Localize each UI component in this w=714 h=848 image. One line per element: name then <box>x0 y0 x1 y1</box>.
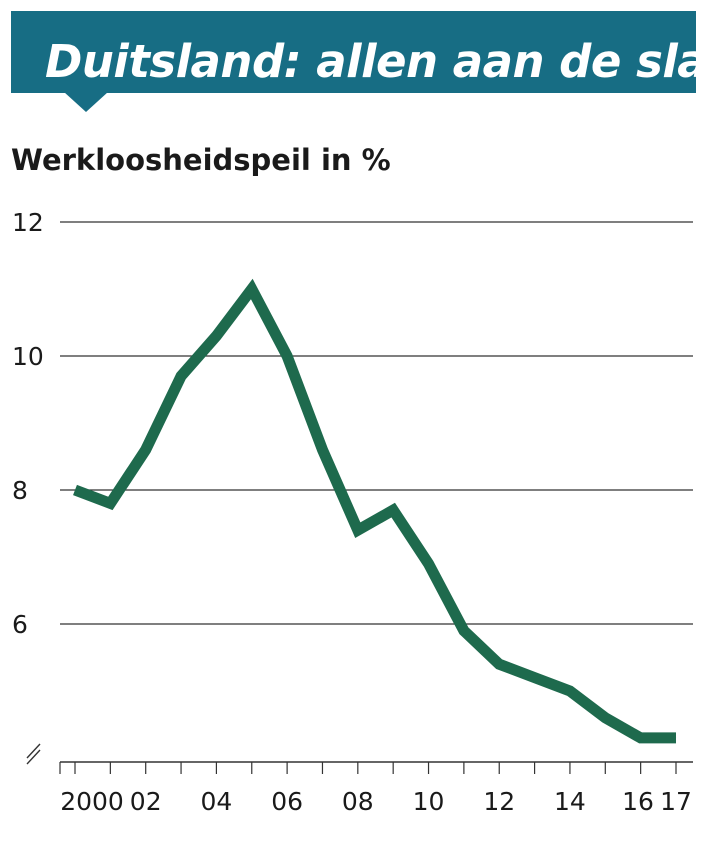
x-tick-label: 02 <box>130 787 162 816</box>
x-tick-label: 06 <box>271 787 303 816</box>
x-tick-label: 17 <box>660 787 692 816</box>
chart-subtitle: Werkloosheidspeil in % <box>11 143 391 177</box>
x-tick-label: 2000 <box>60 787 124 816</box>
y-tick-label: 6 <box>12 610 28 639</box>
x-tick-label: 04 <box>201 787 233 816</box>
axis-break-stroke <box>26 749 41 765</box>
x-tick-label: 16 <box>622 787 654 816</box>
x-axis <box>26 743 693 774</box>
axis-break-marker <box>26 743 41 765</box>
x-tick-label: 08 <box>342 787 374 816</box>
x-tick-label: 12 <box>483 787 515 816</box>
series-line-unemployment <box>73 278 676 744</box>
banner-pointer <box>64 92 108 112</box>
y-tick-label: 10 <box>12 342 44 371</box>
y-tick-label: 12 <box>12 208 44 237</box>
y-tick-label: 8 <box>12 476 28 505</box>
axis-break-stroke <box>26 743 41 759</box>
gridlines <box>60 221 693 625</box>
tick-labels: 12 10 8 6 2000 02 04 06 08 10 12 14 16 17 <box>12 208 692 816</box>
title-banner: Duitsland: allen aan de slag <box>11 11 714 93</box>
series-layer <box>73 278 677 744</box>
x-tick-label: 10 <box>413 787 445 816</box>
page-title: Duitsland: allen aan de slag <box>45 35 714 88</box>
x-tick-label: 14 <box>554 787 586 816</box>
